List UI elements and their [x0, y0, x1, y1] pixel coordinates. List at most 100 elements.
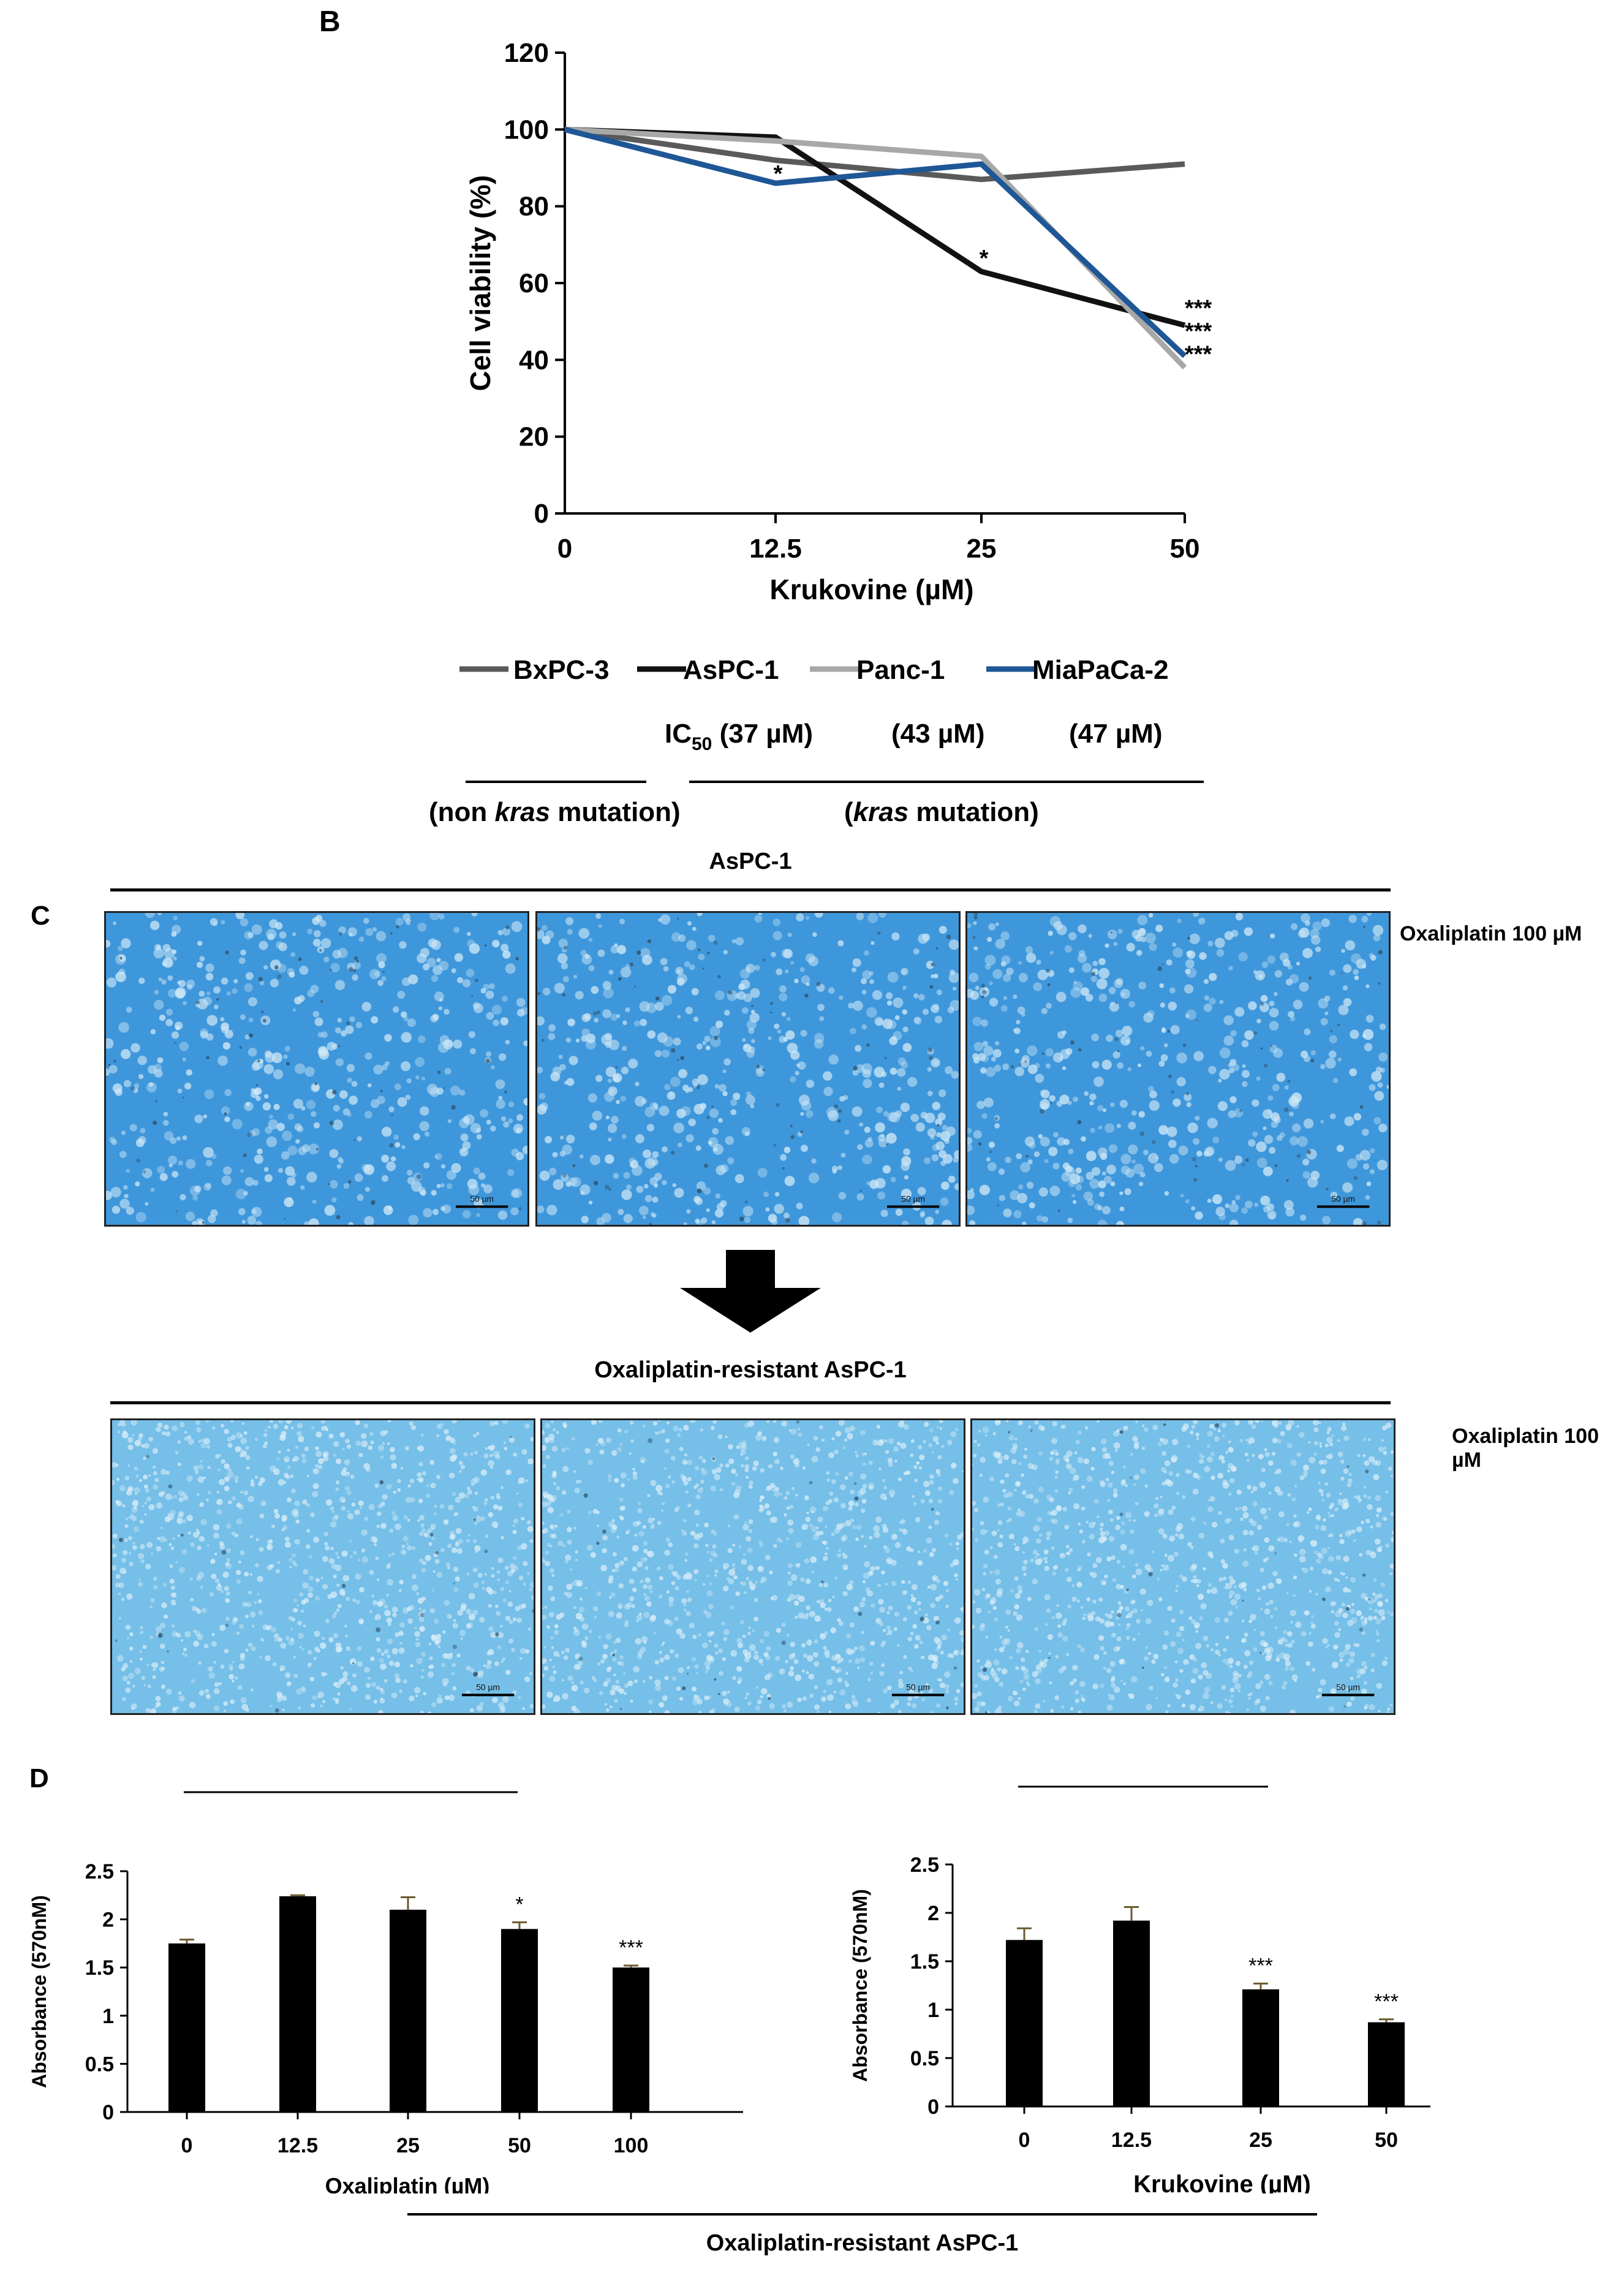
cell	[346, 1064, 355, 1072]
cell	[250, 1482, 255, 1487]
cell	[444, 1009, 450, 1015]
cell	[161, 1684, 166, 1689]
cell	[325, 1545, 330, 1551]
cell	[1290, 1621, 1293, 1624]
cell	[1215, 1643, 1219, 1646]
cell	[593, 1679, 597, 1682]
dark-cell	[1168, 1074, 1172, 1078]
cell	[646, 1601, 652, 1607]
cell	[782, 1704, 787, 1709]
cell	[399, 1689, 403, 1694]
cell	[636, 1521, 641, 1526]
cell	[918, 1445, 923, 1450]
cell	[387, 1205, 392, 1211]
dark-cell	[224, 1112, 227, 1116]
cell	[320, 1031, 328, 1039]
cell	[997, 1529, 1000, 1532]
cell	[529, 1582, 534, 1588]
cell	[783, 1213, 790, 1219]
cell	[475, 1127, 482, 1134]
cell	[154, 999, 164, 1010]
cell	[755, 1581, 758, 1584]
cell	[704, 1670, 708, 1673]
cell	[419, 1121, 429, 1132]
cell	[1049, 1681, 1052, 1684]
cell	[1027, 1683, 1030, 1687]
cell	[1144, 1511, 1150, 1517]
dark-cell	[443, 1087, 445, 1089]
cell	[333, 1440, 339, 1447]
cell	[516, 1618, 523, 1623]
cell	[1097, 1219, 1108, 1225]
cell	[1311, 1614, 1315, 1618]
cell	[1369, 953, 1374, 958]
cell	[1229, 1219, 1239, 1225]
cell	[744, 1464, 750, 1469]
cell	[806, 1613, 809, 1616]
cell	[578, 1607, 585, 1613]
cell	[1023, 1559, 1028, 1565]
cell	[744, 1216, 751, 1224]
cell	[754, 915, 763, 923]
cell	[1138, 1111, 1146, 1118]
cell	[691, 1686, 697, 1692]
cell	[574, 1628, 579, 1632]
dark-cell	[1310, 1059, 1314, 1062]
cell	[451, 1420, 458, 1424]
cell	[1281, 1685, 1286, 1690]
cell	[632, 1475, 638, 1480]
cell	[981, 1054, 989, 1062]
cell	[659, 1657, 665, 1663]
cell	[164, 1538, 168, 1542]
cell	[1112, 1578, 1117, 1582]
cell	[347, 1681, 351, 1686]
cell	[796, 913, 804, 922]
cell	[167, 975, 173, 981]
cell	[923, 1480, 930, 1488]
cell	[126, 1007, 132, 1013]
cell	[901, 1188, 912, 1200]
cell	[1353, 1218, 1363, 1225]
cell	[946, 1126, 956, 1136]
cell	[659, 1701, 665, 1708]
cell	[444, 1695, 450, 1700]
cell	[1092, 961, 1098, 966]
cell	[1383, 1450, 1388, 1455]
cell	[213, 1532, 220, 1539]
cell	[855, 1502, 859, 1507]
cell	[218, 1682, 222, 1686]
cell	[1055, 1655, 1059, 1659]
cell	[335, 1480, 340, 1485]
cell	[1372, 925, 1384, 936]
cell	[701, 1458, 706, 1464]
cell	[781, 1622, 786, 1627]
dark-cell	[593, 1012, 597, 1016]
cell	[374, 1617, 377, 1620]
cell	[1014, 1666, 1019, 1670]
cell	[866, 1698, 872, 1703]
cell	[980, 1019, 988, 1027]
cell	[1178, 1145, 1188, 1156]
cell	[1204, 1466, 1210, 1472]
cell	[1069, 1173, 1081, 1184]
cell	[956, 1578, 959, 1581]
cell	[1052, 1571, 1057, 1576]
cell	[464, 1114, 475, 1126]
cell	[1252, 1486, 1258, 1491]
cell	[374, 971, 381, 977]
cell	[837, 1677, 843, 1683]
cell	[983, 1097, 994, 1108]
cell	[1143, 1012, 1154, 1023]
cell	[873, 1525, 880, 1532]
cell	[1311, 935, 1321, 945]
cell	[602, 1009, 611, 1018]
cell	[1173, 1682, 1178, 1688]
cell	[1109, 1002, 1119, 1012]
cell	[773, 1420, 776, 1423]
cell	[607, 1078, 613, 1083]
cell	[940, 1197, 949, 1206]
cell	[1135, 1569, 1142, 1575]
cell	[447, 1183, 453, 1189]
cell	[833, 1690, 837, 1694]
cell	[1384, 1599, 1389, 1603]
